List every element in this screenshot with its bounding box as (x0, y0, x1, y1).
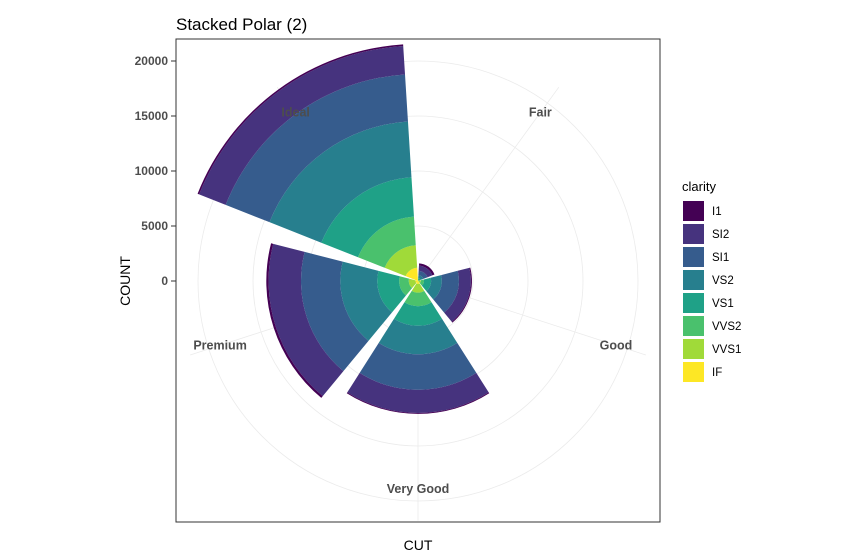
bar-segment-ideal-vvs2 (358, 216, 416, 268)
y-axis-ticks: 0 5000 10000 15000 20000 (135, 54, 176, 288)
legend-label-si2: SI2 (712, 229, 729, 241)
category-label: Ideal (281, 106, 310, 120)
legend: clarity I1 SI2 SI1 VS2 VS1 VVS2 VVS1 IF (682, 179, 741, 382)
bar-segment-premium-vvs2 (399, 276, 413, 296)
bar-segment-ideal-si2 (199, 46, 406, 205)
y-tick-label: 20000 (135, 54, 169, 68)
bar-segment-very-good-i1 (346, 392, 490, 414)
legend-label-vs2: VS2 (712, 275, 734, 287)
bar-segment-good-vs1 (421, 277, 432, 292)
bar-segment-fair-si1 (418, 270, 428, 279)
legend-label-vs1: VS1 (712, 298, 734, 310)
legend-title: clarity (682, 179, 716, 194)
y-axis-title: COUNT (117, 256, 133, 306)
legend-label-if: IF (712, 367, 722, 379)
x-axis-title: CUT (404, 537, 433, 553)
category-label: Very Good (387, 482, 450, 496)
legend-swatch-vvs2 (683, 316, 704, 336)
category-labels: Fair Good Very Good Premium Ideal (193, 106, 632, 496)
category-label: Good (600, 338, 633, 352)
legend-swatch-si2 (683, 224, 704, 244)
bar-segment-ideal-si1 (225, 74, 408, 223)
bar-segment-fair-vs1 (418, 278, 421, 281)
bar-segment-ideal-if (405, 267, 418, 281)
y-tick-label: 5000 (141, 219, 168, 233)
bar-segment-good-i1 (451, 267, 472, 323)
bar-segment-very-good-if (416, 281, 420, 284)
legend-swatch-i1 (683, 201, 704, 221)
legend-swatch-if (683, 362, 704, 382)
bar-segment-good-vs2 (426, 275, 442, 300)
grid-spoke (417, 86, 560, 282)
legend-label-i1: I1 (712, 206, 722, 218)
bar-segment-good-si1 (433, 270, 460, 313)
bar-segment-good-vvs1 (418, 280, 421, 284)
bar-segment-good-si2 (444, 267, 471, 322)
bar-segment-premium-if (415, 280, 418, 283)
bar-segment-fair-i1 (418, 263, 435, 276)
category-label: Premium (193, 338, 247, 352)
bar-segment-premium-i1 (266, 243, 323, 398)
bar-segment-very-good-vvs1 (411, 283, 425, 293)
legend-swatch-vs2 (683, 270, 704, 290)
y-tick-label: 0 (161, 274, 168, 288)
chart-title: Stacked Polar (2) (176, 15, 307, 34)
bar-segment-ideal-vvs1 (384, 245, 418, 277)
bar-segment-fair-vvs2 (418, 279, 419, 281)
legend-swatch-vs1 (683, 293, 704, 313)
bar-segment-fair-vs2 (418, 275, 424, 280)
bar-segment-ideal-vs2 (269, 121, 412, 243)
bar-segment-premium-vs1 (377, 270, 406, 313)
bar-segment-premium-si1 (300, 251, 369, 372)
legend-label-vvs2: VVS2 (712, 321, 741, 333)
bar-segment-very-good-si1 (359, 342, 477, 390)
bar-segment-very-good-vs2 (378, 318, 458, 355)
bar-segment-very-good-vvs2 (404, 290, 432, 307)
legend-swatch-si1 (683, 247, 704, 267)
legend-label-si1: SI1 (712, 252, 729, 264)
bar-segment-premium-vs2 (340, 261, 393, 341)
legend-label-vvs1: VVS1 (712, 344, 741, 356)
y-tick-label: 10000 (135, 164, 169, 178)
y-tick-label: 15000 (135, 109, 169, 123)
bar-segment-good-if (418, 280, 419, 282)
bar-segment-fair-si2 (418, 265, 433, 278)
stacked-bars (197, 44, 490, 414)
bar-segment-good-vvs2 (419, 279, 424, 286)
bar-segment-very-good-vs1 (394, 302, 442, 326)
bar-segment-very-good-si2 (347, 372, 489, 413)
bar-segment-premium-vvs1 (408, 278, 417, 289)
category-label: Fair (529, 106, 552, 120)
bar-segment-premium-si2 (268, 243, 344, 397)
bar-segment-ideal-vs1 (321, 177, 414, 258)
legend-swatch-vvs1 (683, 339, 704, 359)
